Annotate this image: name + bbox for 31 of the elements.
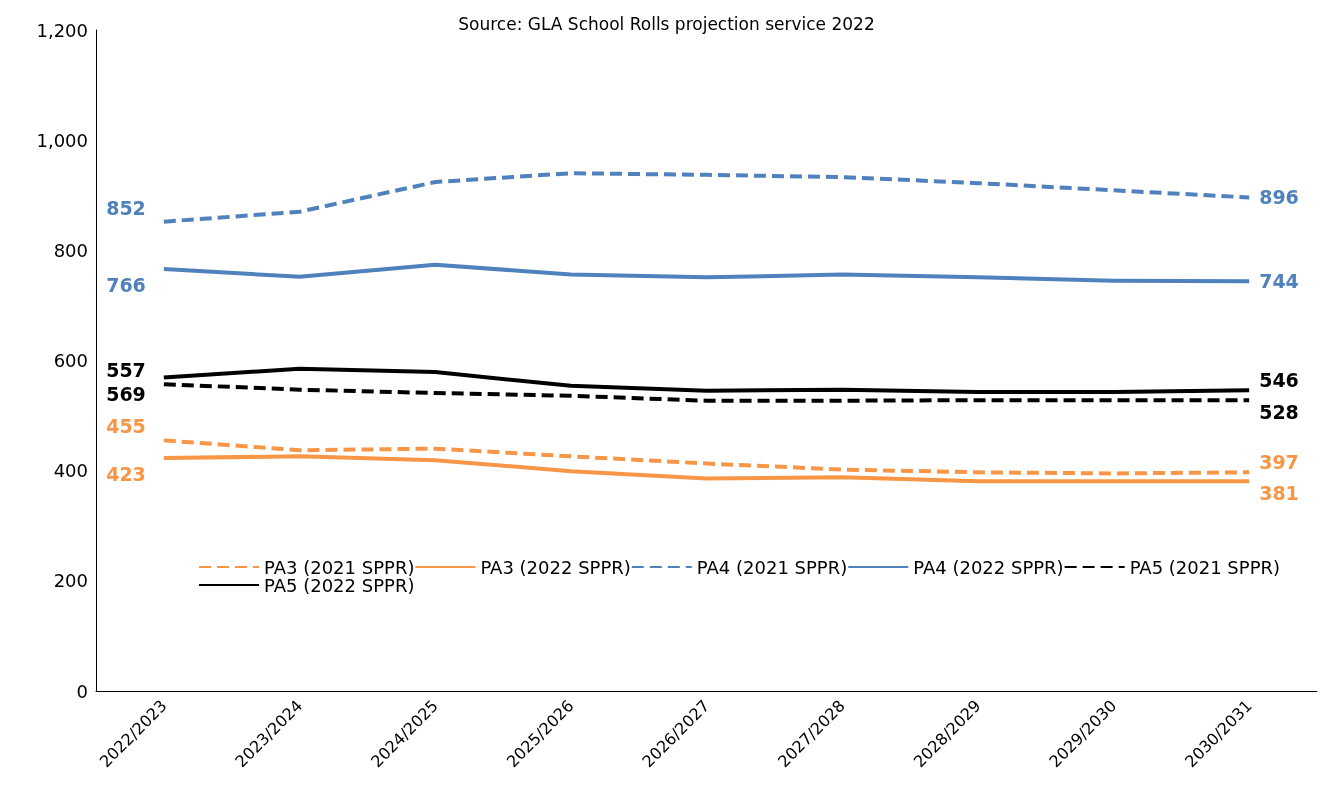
y-tick-label: 1,000: [36, 129, 88, 151]
y-tick-label: 600: [53, 350, 88, 371]
data-label: 896: [1259, 186, 1299, 209]
data-label: 569: [106, 382, 146, 405]
line-series: [161, 171, 1252, 224]
data-label: 455: [106, 415, 146, 438]
data-label: 766: [106, 274, 146, 297]
y-tick-label: 200: [53, 570, 88, 592]
y-tick-label: 800: [53, 239, 88, 261]
chart-subtitle: Source: GLA School Rolls projection service 2022: [458, 13, 875, 34]
legend-label: PA4 (2021 SPPR): [696, 556, 848, 578]
legend-label: PA3 (2021 SPPR): [264, 556, 415, 578]
data-label: 528: [1259, 401, 1299, 424]
legend-label: PA3 (2022 SPPR): [480, 556, 631, 578]
y-tick-label: 400: [53, 460, 88, 482]
legend-label: PA4 (2022 SPPR): [913, 556, 1064, 578]
data-label: 557: [106, 359, 146, 382]
y-tick-label: 1,200: [36, 19, 88, 41]
data-label: 423: [106, 463, 146, 485]
y-tick-label: 0: [76, 680, 88, 702]
data-label: 744: [1259, 270, 1299, 293]
legend-label: PA5 (2021 SPPR): [1129, 556, 1281, 578]
data-label: 397: [1259, 451, 1299, 474]
line-series: [161, 454, 1252, 484]
line-series: [161, 262, 1252, 284]
data-label: 381: [1259, 482, 1299, 505]
line-series: [161, 438, 1252, 476]
data-label: 546: [1259, 369, 1299, 392]
line-series: [161, 382, 1252, 403]
data-label: 852: [106, 196, 146, 219]
line-series: [161, 366, 1252, 394]
